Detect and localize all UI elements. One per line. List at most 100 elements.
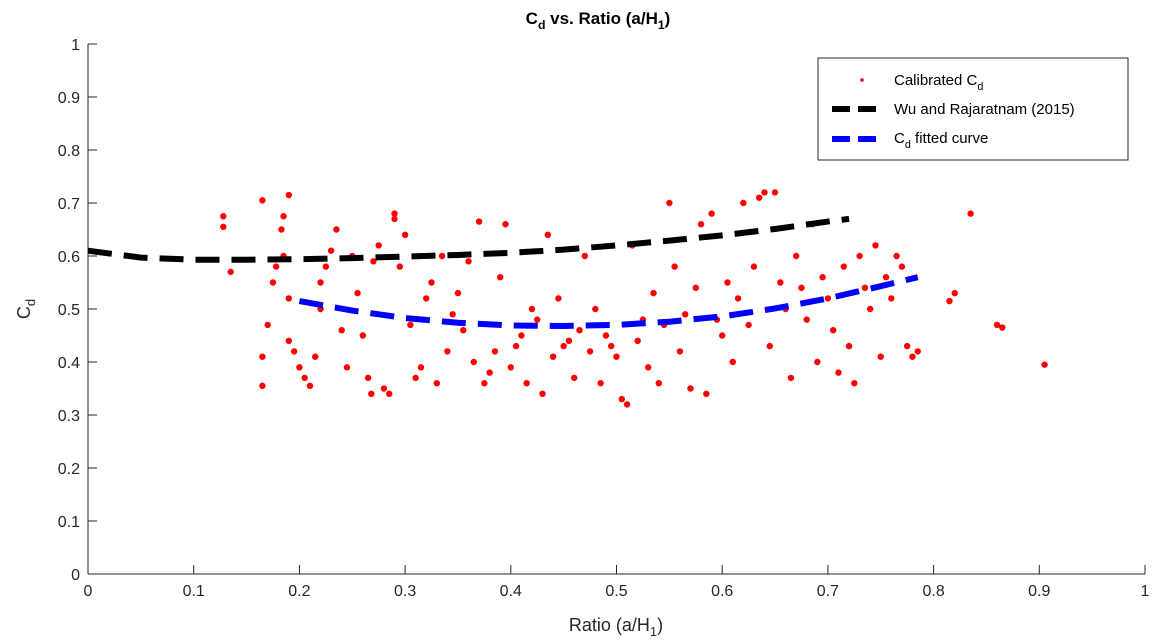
x-tick-label: 0.7 — [817, 583, 839, 600]
data-point — [824, 295, 832, 302]
data-point — [407, 321, 414, 329]
data-point — [682, 311, 689, 318]
data-point — [666, 199, 673, 207]
data-point — [280, 213, 287, 220]
data-point — [729, 358, 736, 366]
data-point — [333, 226, 340, 233]
data-point — [401, 231, 409, 238]
data-point — [750, 263, 758, 270]
y-tick-label: 0.2 — [58, 461, 80, 478]
data-point — [359, 332, 367, 339]
data-point — [676, 348, 684, 355]
data-point — [278, 226, 285, 233]
x-tick-label: 0 — [84, 583, 93, 600]
data-point — [264, 321, 271, 329]
data-point — [380, 385, 388, 392]
data-point — [465, 258, 472, 265]
data-point — [312, 353, 319, 360]
data-point — [835, 369, 842, 376]
data-point — [290, 348, 298, 355]
data-point — [829, 327, 837, 334]
data-point — [370, 258, 377, 265]
data-point — [322, 263, 330, 270]
data-point — [317, 279, 324, 286]
data-point — [877, 353, 884, 360]
data-point — [586, 348, 594, 355]
y-tick-label: 0 — [71, 567, 80, 584]
data-point — [259, 353, 266, 360]
chart-title: Cd vs. Ratio (a/H1) — [526, 9, 671, 32]
y-ticks: 0 0.1 0.2 0.3 0.4 0.5 0.6 0.7 0.8 0.9 1 — [58, 37, 97, 584]
data-point — [787, 374, 795, 382]
data-point — [866, 305, 874, 313]
x-tick-label: 0.4 — [500, 583, 522, 600]
data-point — [903, 342, 911, 350]
data-point — [285, 295, 293, 302]
data-point — [740, 199, 747, 207]
x-tick-label: 0.8 — [922, 583, 944, 600]
data-point — [819, 274, 826, 281]
data-point — [703, 390, 710, 397]
y-tick-label: 0.3 — [58, 408, 80, 425]
data-point — [272, 263, 280, 270]
x-tick-label: 0.3 — [394, 583, 416, 600]
data-point — [296, 364, 303, 371]
data-point — [396, 263, 404, 270]
data-point — [354, 289, 361, 297]
data-point — [967, 210, 974, 217]
data-point — [375, 242, 382, 249]
data-point — [227, 268, 234, 276]
data-point — [391, 210, 398, 217]
data-point — [571, 374, 578, 382]
data-point — [285, 191, 293, 199]
wu-rajaratnam-curve — [87, 215, 850, 263]
data-point — [391, 215, 398, 223]
data-point — [766, 342, 773, 350]
data-point — [898, 263, 906, 270]
data-point — [761, 189, 768, 196]
data-point — [368, 390, 375, 397]
data-point — [687, 385, 694, 392]
data-point — [259, 382, 266, 390]
data-point — [1041, 361, 1048, 368]
data-point — [433, 380, 441, 387]
data-point — [634, 337, 641, 344]
data-point — [502, 221, 509, 228]
data-point — [475, 218, 483, 225]
data-point — [671, 263, 678, 270]
y-tick-label: 0.4 — [58, 355, 80, 372]
legend-label-wu: Wu and Rajaratnam (2015) — [894, 101, 1075, 118]
data-point — [618, 395, 625, 403]
data-point — [220, 213, 227, 220]
data-point — [327, 247, 335, 254]
data-point — [423, 295, 430, 302]
y-tick-label: 0.7 — [58, 196, 80, 213]
data-point — [560, 342, 567, 350]
data-point — [555, 295, 562, 302]
data-point — [269, 279, 277, 286]
data-point — [719, 332, 726, 339]
data-point — [856, 252, 863, 260]
data-point — [301, 374, 308, 382]
data-point — [755, 194, 763, 201]
data-point — [417, 364, 425, 371]
y-tick-label: 0.6 — [58, 249, 80, 266]
data-point — [734, 295, 742, 302]
y-tick-label: 0.9 — [58, 90, 80, 107]
data-point — [602, 332, 610, 339]
data-point — [845, 342, 853, 350]
data-point — [803, 316, 810, 323]
data-point — [220, 223, 227, 231]
data-point — [946, 297, 953, 305]
data-point — [259, 197, 266, 204]
data-point — [444, 348, 451, 355]
data-point — [697, 221, 705, 228]
data-point — [645, 364, 652, 371]
data-point — [481, 380, 488, 387]
data-point — [497, 274, 504, 281]
fitted-curve — [298, 274, 919, 329]
data-point — [771, 189, 779, 196]
data-point — [608, 342, 615, 350]
x-tick-label: 0.2 — [288, 583, 310, 600]
